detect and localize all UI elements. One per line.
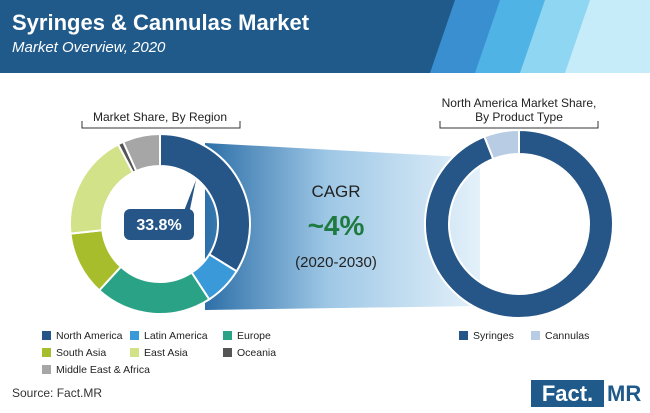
region-legend-label-oceania: Oceania [237,347,276,359]
product-slice-syringes [424,128,614,319]
product-legend-label-cannulas: Cannulas [545,330,589,342]
product-legend-swatch-cannulas [531,331,540,340]
logo-fact-text: Fact. [531,380,604,407]
region-legend-swatch-europe [223,331,232,340]
region-donut [69,132,251,315]
region-legend-swatch-east-asia [130,348,139,357]
region-slice-europe [97,265,211,315]
product-legend-label-syringes: Syringes [473,330,514,342]
region-legend-swatch-oceania [223,348,232,357]
header-stripes [430,0,650,73]
product-legend: Syringes Cannulas [459,330,589,342]
region-legend-swatch-south-asia [42,348,51,357]
comparison-band [205,143,480,310]
region-legend-label-latin-america: Latin America [144,330,208,342]
region-legend-label-south-asia: South Asia [56,347,106,359]
logo-mr-text: MR [607,381,642,406]
region-slice-north-america [159,132,251,273]
region-legend-label-middle-east-and-africa: Middle East & Africa [56,364,150,376]
region-legend-swatch-middle-east-and-africa [42,365,51,374]
region-legend-label-europe: Europe [237,330,271,342]
region-legend-swatch-north-america [42,331,51,340]
region-legend: North America Latin America Europe South As… [42,330,276,376]
region-title-bracket [81,121,241,129]
page-title: Syringes & Cannulas Market [12,10,310,35]
region-legend-label-north-america: North America [56,330,123,342]
region-slice-middle-east-and-africa [121,132,161,173]
callout-pointer [184,180,196,214]
header-banner: Syringes & Cannulas Market Market Overvi… [0,0,650,73]
factmr-logo: Fact. MR [531,380,643,407]
region-slice-east-asia [69,142,135,235]
callout-box [124,209,194,240]
source-note: Source: Fact.MR [12,386,103,400]
page-subtitle: Market Overview, 2020 [12,39,166,56]
product-chart-title-line2: By Product Type [475,110,563,124]
region-chart-title: Market Share, By Region [93,110,227,124]
region-legend-swatch-latin-america [130,331,139,340]
product-legend-swatch-syringes [459,331,468,340]
cagr-value: ~4% [308,210,365,241]
product-chart-title-line1: North America Market Share, [442,96,597,110]
product-donut [424,128,614,319]
north-america-share-label: 33.8% [136,217,181,234]
charts-area: Market Share, By Region North America Ma… [42,96,614,376]
cagr-label: CAGR [311,182,360,201]
header-stripe-4 [565,0,650,73]
product-title-bracket [439,121,599,129]
region-legend-label-east-asia: East Asia [144,347,188,359]
cagr-period: (2020-2030) [295,254,377,271]
product-slice-cannulas [483,128,520,161]
